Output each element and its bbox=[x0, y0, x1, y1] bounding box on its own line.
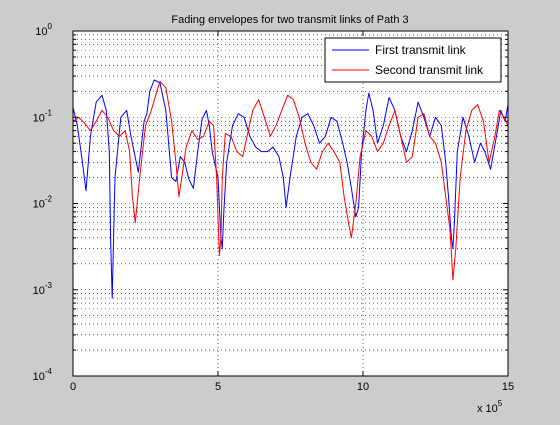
y-tick-label: 10-3 bbox=[33, 281, 53, 297]
legend-label-1: First transmit link bbox=[375, 43, 467, 57]
series-line-1 bbox=[72, 79, 509, 299]
x-axis-multiplier-base: x 10 bbox=[477, 403, 498, 415]
y-tick-label: 10-2 bbox=[33, 195, 53, 211]
y-tick-label: 10-1 bbox=[33, 108, 53, 124]
y-tick-exponent: -2 bbox=[45, 195, 53, 204]
y-tick-base: 10 bbox=[33, 199, 45, 211]
y-tick-exponent: -1 bbox=[45, 108, 53, 117]
y-tick-exponent: -4 bbox=[45, 367, 53, 376]
x-tick-label: 0 bbox=[70, 381, 76, 393]
plot-area bbox=[73, 31, 508, 376]
legend[interactable]: First transmit link Second transmit link bbox=[324, 37, 502, 83]
y-tick-base: 10 bbox=[33, 371, 45, 383]
y-tick-base: 10 bbox=[33, 285, 45, 297]
chart-title: Fading envelopes for two transmit links … bbox=[171, 14, 408, 26]
y-tick-label: 100 bbox=[35, 22, 52, 38]
y-tick-label: 10-4 bbox=[33, 367, 53, 383]
y-tick-base: 10 bbox=[33, 112, 45, 124]
x-axis-multiplier-exponent: 5 bbox=[498, 399, 503, 408]
x-tick-label: 15 bbox=[502, 381, 514, 393]
y-tick-exponent: 0 bbox=[48, 22, 53, 31]
x-axis-multiplier: x 105 bbox=[477, 399, 503, 415]
series-line-2 bbox=[72, 81, 509, 281]
legend-box bbox=[324, 37, 502, 83]
legend-label-2: Second transmit link bbox=[375, 63, 484, 77]
x-tick-label: 5 bbox=[215, 381, 221, 393]
x-tick-label: 10 bbox=[357, 381, 369, 393]
y-tick-base: 10 bbox=[35, 26, 47, 38]
series-group bbox=[72, 79, 509, 299]
y-tick-exponent: -3 bbox=[45, 281, 53, 290]
